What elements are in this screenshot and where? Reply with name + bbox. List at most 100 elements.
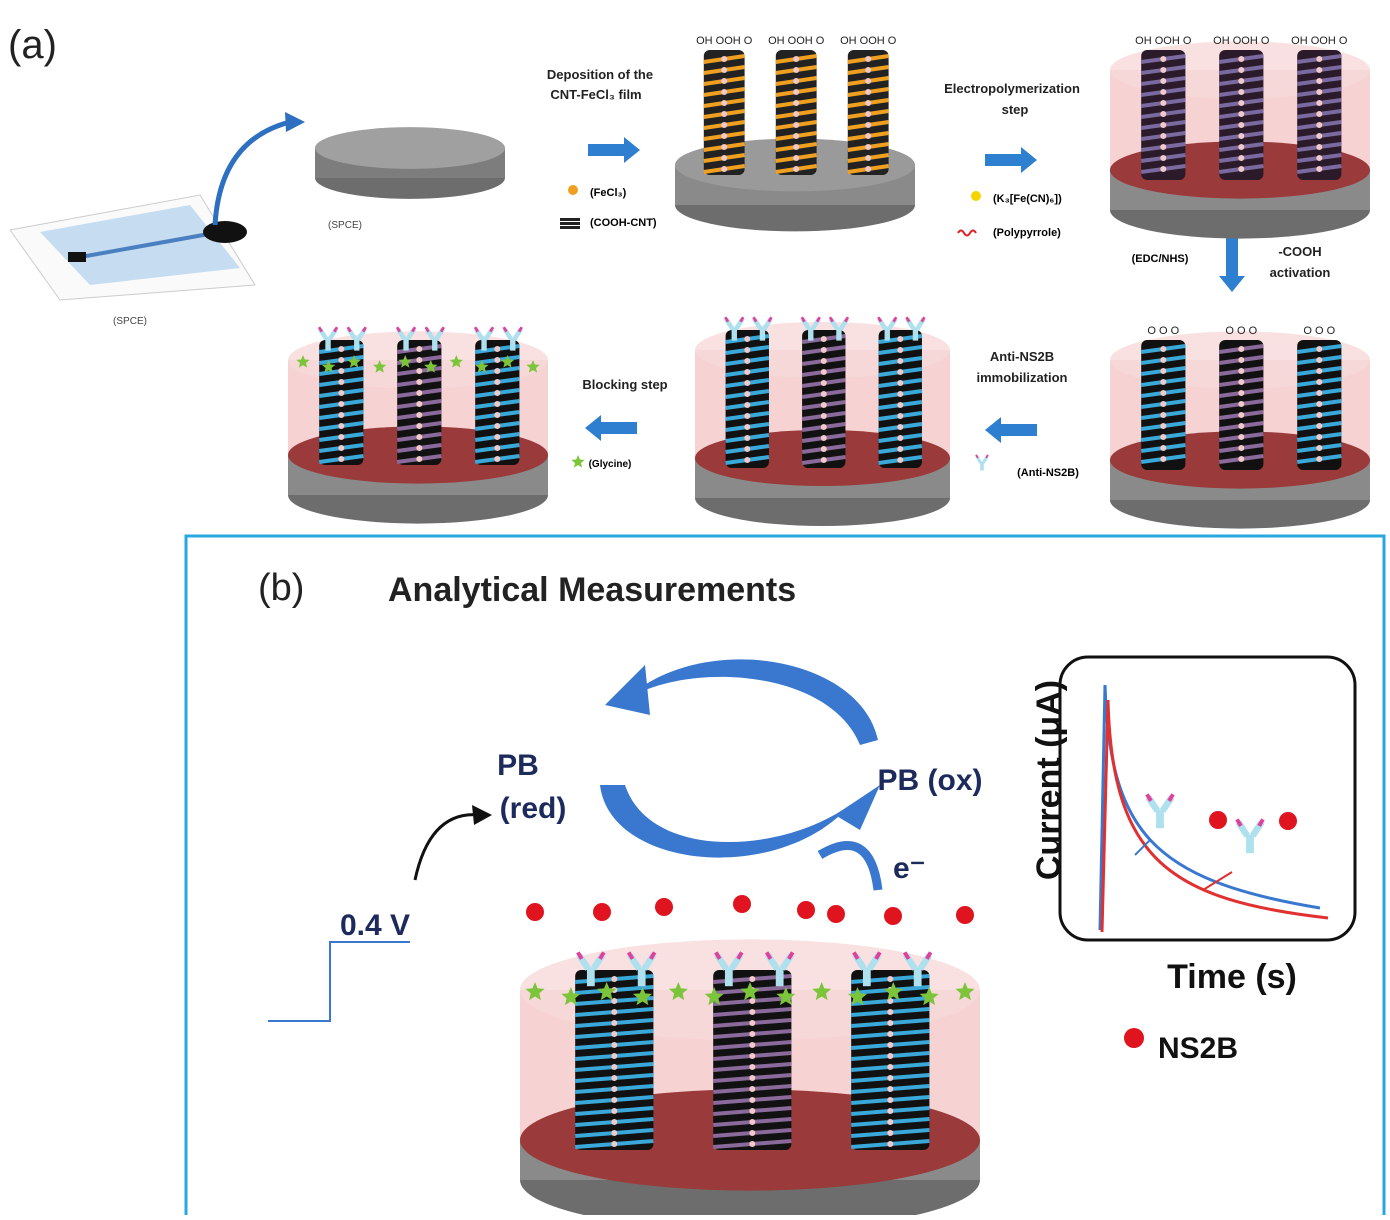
nanotube-bead [887, 1108, 893, 1114]
nanotube-bead [821, 402, 827, 408]
nanotube-bead [1238, 78, 1244, 84]
nanotube-bead [1238, 144, 1244, 150]
nanotube-bead [721, 155, 727, 161]
electron-label: e⁻ [893, 852, 926, 885]
nanotube-bead [494, 379, 500, 385]
nanotube-bead [887, 1064, 893, 1070]
legend-text: (Anti-NS2B) [1017, 467, 1079, 479]
nanotube-bead [865, 144, 871, 150]
nanotube-bead [1238, 56, 1244, 62]
chemical-groups: OH OOH O [1291, 35, 1348, 47]
nanotube-bead [897, 413, 903, 419]
nanotube-bead [744, 435, 750, 441]
nanotube-bead [721, 111, 727, 117]
antibody [1156, 810, 1164, 828]
arrow-head [285, 112, 305, 132]
nanotube-bead [494, 390, 500, 396]
glycine [571, 455, 584, 468]
chemical-groups: OH OOH O [768, 35, 825, 47]
chemical-groups: O O O [1225, 325, 1257, 337]
nanotube-bead [887, 1130, 893, 1136]
nanotube-bead [721, 133, 727, 139]
antibody [980, 462, 984, 470]
nanotube-bead [749, 1130, 755, 1136]
nanotube-bead [1238, 122, 1244, 128]
nanotube-bead [721, 166, 727, 172]
nanotube-bead [338, 357, 344, 363]
antibody [638, 968, 646, 986]
nanotube-bead [793, 100, 799, 106]
nanotube-bead [338, 368, 344, 374]
process-arrow [1219, 235, 1245, 292]
nanotube-bead [1160, 155, 1166, 161]
nanotube-bead [744, 402, 750, 408]
nanotube-bead [494, 401, 500, 407]
nanotube-bead [865, 133, 871, 139]
nanotube-bead [611, 1020, 617, 1026]
nanotube-bead [793, 111, 799, 117]
nanotube-bead [749, 1108, 755, 1114]
nanotube-bead [721, 78, 727, 84]
antibody [432, 338, 437, 351]
species-label: (red) [500, 792, 567, 825]
nanotube-bead [887, 976, 893, 982]
nanotube-bead [749, 1097, 755, 1103]
nanotube-bead [1316, 78, 1322, 84]
step-label: Blocking step [582, 377, 667, 392]
nanotube-bead [749, 1053, 755, 1059]
nanotube-bead [887, 1119, 893, 1125]
spce-contact [68, 252, 86, 262]
nanotube-bead [897, 336, 903, 342]
nanotube-bead [1160, 401, 1166, 407]
ns2b [956, 906, 974, 924]
nanotube-bead [1316, 379, 1322, 385]
antibody [732, 328, 737, 341]
step-label: CNT-FeCl₃ film [550, 87, 641, 102]
nanotube-bead [793, 67, 799, 73]
legend-dot [1124, 1028, 1144, 1048]
nanotube-bead [416, 423, 422, 429]
nanotube-bead [721, 144, 727, 150]
nanotube-bead [416, 357, 422, 363]
ns2b [1209, 811, 1227, 829]
nanotube-bead [1316, 166, 1322, 172]
nanotube-bead [338, 346, 344, 352]
nanotube-bead [1160, 357, 1166, 363]
arrow-head [605, 665, 650, 715]
nanotube-bead [611, 1053, 617, 1059]
nanotube-bead [494, 357, 500, 363]
step-label: Anti-NS2B [990, 349, 1054, 364]
nanotube-bead [749, 1119, 755, 1125]
chemical-groups: OH OOH O [840, 35, 897, 47]
nanotube-bead [744, 380, 750, 386]
nanotube-bead [611, 1075, 617, 1081]
nanotube-bead [611, 976, 617, 982]
nanotube-bead [1316, 155, 1322, 161]
nanotube-bead [1316, 67, 1322, 73]
step-label: Deposition of the [547, 67, 653, 82]
legend-text: (Polypyrrole) [993, 227, 1061, 239]
antibody [914, 968, 922, 986]
nanotube-bead [887, 1097, 893, 1103]
step-label: Electropolymerization [944, 81, 1080, 96]
step-label: -COOH [1278, 244, 1321, 259]
nanotube-bead [793, 56, 799, 62]
process-arrow [985, 417, 1037, 443]
cycle-arrow [600, 785, 850, 858]
antibody [885, 328, 890, 341]
cycle-arrow [625, 659, 878, 745]
nanotube-bead [721, 122, 727, 128]
nanotube-bead [1316, 346, 1322, 352]
antibody [510, 338, 515, 351]
panel-label: (a) [8, 23, 57, 67]
nanotube-bead [611, 1097, 617, 1103]
nanotube-bead [1238, 412, 1244, 418]
ferricyanide-dot [971, 191, 981, 201]
nanotube-bead [865, 89, 871, 95]
nanotube-bead [416, 412, 422, 418]
nanotube-bead [744, 424, 750, 430]
nanotube-bead [897, 380, 903, 386]
nanotube-bead [1316, 111, 1322, 117]
nanotube-bead [1238, 368, 1244, 374]
spce-label: (SPCE) [113, 316, 147, 327]
